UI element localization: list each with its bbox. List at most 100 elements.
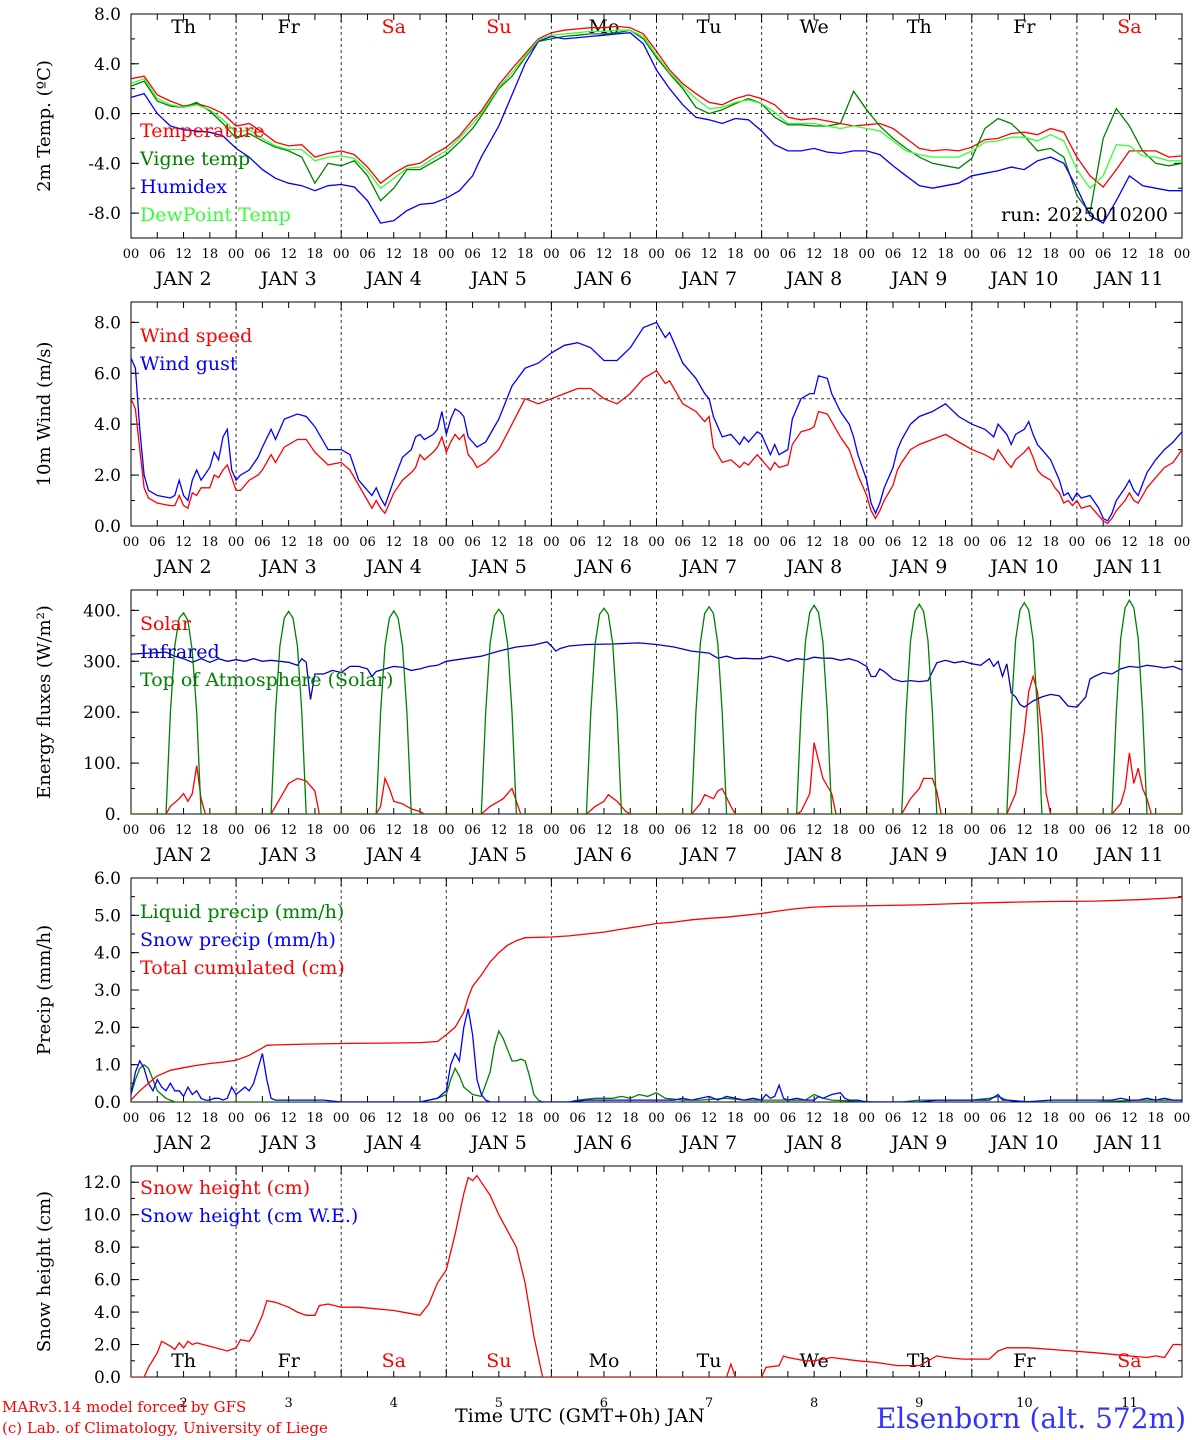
hour-label: 12 (385, 1111, 402, 1126)
date-label: JAN 4 (364, 268, 422, 290)
legend-entry: Snow height (cm) (140, 1177, 310, 1199)
date-label: JAN 7 (679, 844, 737, 866)
weekday-label: Th (907, 16, 932, 38)
y-tick-label: 200. (83, 703, 121, 723)
weekday-label: Sa (382, 16, 406, 38)
y-tick-label: 2.0 (94, 466, 121, 486)
hour-label: 12 (175, 247, 192, 262)
hour-label: 00 (1174, 1111, 1191, 1126)
legend-entry: Vigne temp (139, 148, 250, 170)
hour-label: 12 (385, 823, 402, 838)
weekday-label: Tu (697, 1350, 722, 1372)
legend-entry: Temperature (140, 120, 264, 142)
hour-label: 06 (149, 535, 166, 550)
hour-label: 06 (1095, 247, 1112, 262)
hour-label: 12 (1121, 247, 1138, 262)
legend-entry: Snow height (cm W.E.) (140, 1205, 358, 1227)
day-number-label: 9 (915, 1396, 923, 1411)
panel-2: 8.0 6.0 4.0 2.0 0.0 10m Wind (m/s) 00 06 12 18 00 0… (34, 301, 1190, 578)
time-axis-label: Time UTC (GMT+0h) JAN (455, 1405, 705, 1427)
hour-label: 06 (990, 823, 1007, 838)
hour-label: 06 (1095, 823, 1112, 838)
series-line-total-cumulated-cm (131, 896, 1182, 1101)
hour-label: 00 (438, 823, 455, 838)
hour-label: 18 (517, 247, 534, 262)
date-label: JAN 2 (154, 556, 212, 578)
hour-label: 06 (464, 1111, 481, 1126)
hour-label: 12 (280, 823, 297, 838)
weekday-label: Fr (1013, 16, 1036, 38)
date-label: JAN 10 (988, 844, 1058, 866)
series-group (131, 25, 1182, 224)
day-number-label: 7 (705, 1396, 713, 1411)
weekday-label: Mo (588, 1350, 619, 1372)
weekday-label: Fr (278, 1350, 301, 1372)
model-credit: MARv3.14 model forced by GFS (2, 1398, 247, 1416)
hour-label: 06 (885, 823, 902, 838)
hour-label: 18 (727, 247, 744, 262)
hour-label: 06 (569, 1111, 586, 1126)
date-label: JAN 11 (1093, 844, 1163, 866)
hour-label: 12 (596, 823, 613, 838)
date-label: JAN 7 (679, 268, 737, 290)
hour-label: 18 (412, 823, 429, 838)
hour-label: 00 (123, 247, 140, 262)
hour-label: 18 (937, 535, 954, 550)
y-tick-label: 6.0 (94, 1271, 121, 1291)
weekday-label: Sa (382, 1350, 406, 1372)
hour-label: 06 (990, 1111, 1007, 1126)
y-tick-label: 10.0 (83, 1206, 121, 1226)
hour-label: 00 (123, 823, 140, 838)
date-label: JAN 11 (1093, 556, 1163, 578)
hour-label: 12 (491, 535, 508, 550)
y-tick-label: 1.0 (94, 1056, 121, 1076)
hour-label: 00 (1174, 247, 1191, 262)
hour-label: 00 (858, 535, 875, 550)
y-tick-label: 0.0 (94, 1368, 121, 1388)
hour-label: 06 (780, 535, 797, 550)
hour-label: 06 (990, 247, 1007, 262)
hour-label: 06 (675, 1111, 692, 1126)
weekday-label: We (800, 16, 829, 38)
hour-label: 12 (911, 823, 928, 838)
hour-label: 18 (1147, 1111, 1164, 1126)
weekday-label: Sa (1117, 16, 1141, 38)
y-tick-label: 6.0 (94, 364, 121, 384)
weekday-label: Tu (697, 16, 722, 38)
hour-label: 12 (806, 823, 823, 838)
hour-label: 18 (832, 823, 849, 838)
y-tick-label: -8.0 (88, 204, 121, 224)
y-tick-label: 300. (83, 652, 121, 672)
series-group (131, 1174, 1182, 1377)
date-label: JAN 10 (988, 268, 1058, 290)
hour-label: 12 (806, 247, 823, 262)
day-number-label: 4 (390, 1396, 398, 1411)
hour-label: 06 (675, 823, 692, 838)
y-tick-label: 0. (105, 805, 121, 825)
date-label: JAN 3 (259, 1132, 317, 1154)
hour-label: 00 (543, 1111, 560, 1126)
series-line-snow-precip-mm-h (131, 1008, 1182, 1102)
y-tick-label: 2.0 (94, 1336, 121, 1356)
plot-frame (130, 589, 1183, 815)
hour-label: 00 (648, 535, 665, 550)
hour-label: 06 (359, 1111, 376, 1126)
date-label: JAN 10 (988, 1132, 1058, 1154)
hour-label: 12 (701, 1111, 718, 1126)
hour-label: 18 (202, 823, 219, 838)
hour-label: 12 (175, 1111, 192, 1126)
day-number-label: 10 (1016, 1396, 1033, 1411)
hour-label: 18 (412, 535, 429, 550)
date-label: JAN 2 (154, 844, 212, 866)
plot-frame (130, 301, 1183, 527)
y-tick-label: 4.0 (94, 55, 121, 75)
date-label: JAN 11 (1093, 268, 1163, 290)
weekday-label: Mo (588, 16, 619, 38)
hour-label: 06 (780, 1111, 797, 1126)
weekday-label: Su (486, 16, 511, 38)
weekday-label: Fr (1013, 1350, 1036, 1372)
hour-label: 06 (885, 535, 902, 550)
hour-label: 18 (517, 823, 534, 838)
hour-label: 06 (359, 823, 376, 838)
y-tick-label: 0.0 (94, 1093, 121, 1113)
